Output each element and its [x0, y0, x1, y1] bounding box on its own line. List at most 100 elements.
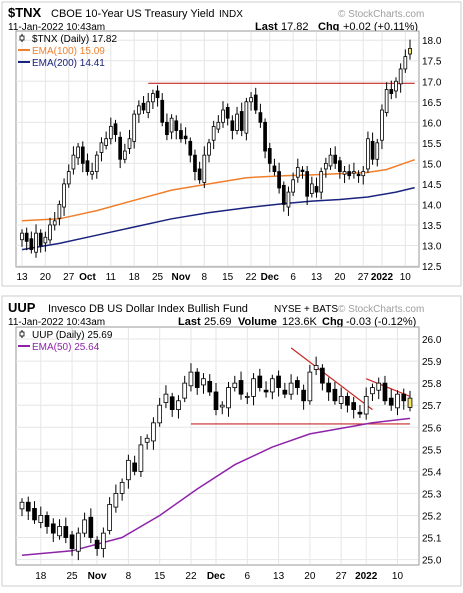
uup-last-label: Last	[178, 316, 201, 328]
uup-candle	[144, 434, 150, 450]
uup-y-tick-label: 25.4	[422, 467, 442, 478]
tnx-candle	[291, 172, 295, 197]
tnx-candle	[216, 115, 221, 133]
tnx-candle	[239, 102, 244, 137]
tnx-candle	[235, 106, 239, 135]
uup-legend-label: EMA(50) 25.64	[32, 342, 100, 353]
tnx-candle	[277, 162, 281, 194]
uup-candle	[269, 374, 275, 400]
tnx-candle	[361, 166, 366, 185]
tnx-candle	[295, 158, 300, 183]
tnx-candle	[398, 63, 403, 93]
tnx-candle	[333, 146, 338, 169]
uup-candle	[182, 375, 188, 403]
uup-title: Invesco DB US Dollar Index Bullish Fund	[48, 303, 248, 315]
uup-candle	[263, 381, 269, 398]
tnx-candle	[263, 118, 267, 159]
tnx-candle	[305, 166, 310, 206]
uup-candle	[244, 392, 250, 405]
tnx-ema200-line	[21, 186, 415, 251]
tnx-y-tick-label: 17.5	[422, 57, 442, 68]
tnx-candle	[137, 100, 141, 123]
tnx-candle	[366, 131, 370, 173]
tnx-chg-value: +0.02 (+0.11%)	[343, 21, 418, 33]
uup-candle	[357, 404, 363, 418]
uup-candle	[126, 454, 131, 489]
tnx-candle	[104, 131, 108, 150]
uup-chg-value: -0.03 (-0.12%)	[346, 316, 416, 328]
uup-volume-value: 123.6K	[282, 316, 318, 328]
tnx-candle	[160, 93, 165, 127]
tnx-x-tick-label: 15	[222, 272, 234, 283]
tnx-candle	[146, 92, 151, 119]
tnx-candle	[141, 96, 146, 114]
tnx-candle	[132, 110, 137, 149]
uup-brand: © StockCharts.com	[338, 304, 424, 315]
tnx-candle	[319, 167, 324, 200]
uup-candle	[232, 375, 238, 392]
tnx-y-tick-label: 15.0	[422, 159, 442, 170]
uup-candle	[345, 392, 350, 413]
tnx-candle	[20, 229, 24, 247]
tnx-candle	[230, 115, 235, 140]
uup-y-tick-label: 25.6	[422, 423, 442, 434]
uup-x-tick-label: 27	[336, 571, 348, 582]
tnx-candle	[272, 158, 277, 176]
tnx-date: 11-Jan-2022 10:43am	[8, 22, 105, 33]
tnx-x-tick-label: 20	[334, 272, 346, 283]
uup-x-tick-label: 10	[392, 571, 404, 582]
uup-candle	[44, 511, 50, 534]
tnx-candle	[118, 131, 123, 169]
tnx-brand: © StockCharts.com	[338, 9, 424, 20]
tnx-panel: $TNX CBOE 10-Year US Treasury Yield INDX…	[1, 1, 462, 287]
uup-candle	[332, 382, 338, 405]
tnx-candle	[90, 162, 94, 180]
uup-y-tick-label: 25.7	[422, 401, 442, 412]
uup-candle	[32, 501, 37, 524]
uup-candle	[25, 496, 31, 520]
tnx-legend-label: EMA(100) 15.09	[32, 46, 105, 57]
tnx-candle	[403, 49, 408, 73]
tnx-candle	[408, 39, 412, 60]
uup-candle	[38, 506, 44, 529]
tnx-candle	[24, 227, 29, 251]
uup-x-tick-label: 20	[304, 571, 316, 582]
uup-y-tick-label: 25.9	[422, 357, 442, 368]
uup-candle	[176, 395, 181, 419]
uup-y-axis: 25.0 25.1 25.2 25.3 25.4 25.5 25.6 25.7 25.8 25.9…	[422, 335, 442, 567]
uup-panel: UUP Invesco DB US Dollar Index Bullish F…	[1, 295, 462, 587]
tnx-x-tick-label: 11	[106, 272, 117, 283]
tnx-candle	[384, 82, 389, 117]
tnx-x-tick-label: Dec	[261, 272, 280, 283]
tnx-x-tick-label: 20	[40, 272, 52, 283]
tnx-candle	[375, 138, 380, 167]
uup-gridlines	[16, 328, 418, 564]
uup-candle	[363, 387, 369, 420]
tnx-candle	[352, 162, 356, 179]
tnx-candle	[211, 120, 216, 150]
tnx-x-tick-label: Oct	[79, 272, 96, 283]
uup-exchange: NYSE + BATS	[274, 304, 338, 315]
uup-y-tick-label: 25.2	[422, 511, 442, 522]
tnx-candle	[342, 166, 347, 184]
uup-candle	[313, 356, 319, 376]
uup-candle	[207, 374, 213, 396]
tnx-chg-label: Chg	[318, 21, 339, 33]
tnx-candle	[300, 166, 305, 179]
tnx-candle	[188, 137, 193, 163]
uup-candle	[219, 401, 225, 415]
uup-candle	[382, 375, 388, 405]
uup-y-tick-label: 25.3	[422, 489, 442, 500]
tnx-y-tick-label: 13.0	[422, 241, 442, 252]
uup-date: 11-Jan-2022 10:43am	[8, 317, 105, 328]
tnx-candle	[314, 177, 319, 198]
tnx-candle	[328, 147, 333, 170]
uup-candle	[351, 396, 357, 419]
tnx-candle	[71, 146, 76, 175]
tnx-candle	[249, 92, 253, 111]
uup-candle	[276, 370, 281, 397]
tnx-candle	[122, 143, 127, 164]
tnx-x-axis: 13 20 27 Oct 11 18 25 Nov 8 15 22 Dec 6 13 20 27 2022 10	[16, 272, 411, 283]
tnx-candle	[258, 103, 263, 128]
